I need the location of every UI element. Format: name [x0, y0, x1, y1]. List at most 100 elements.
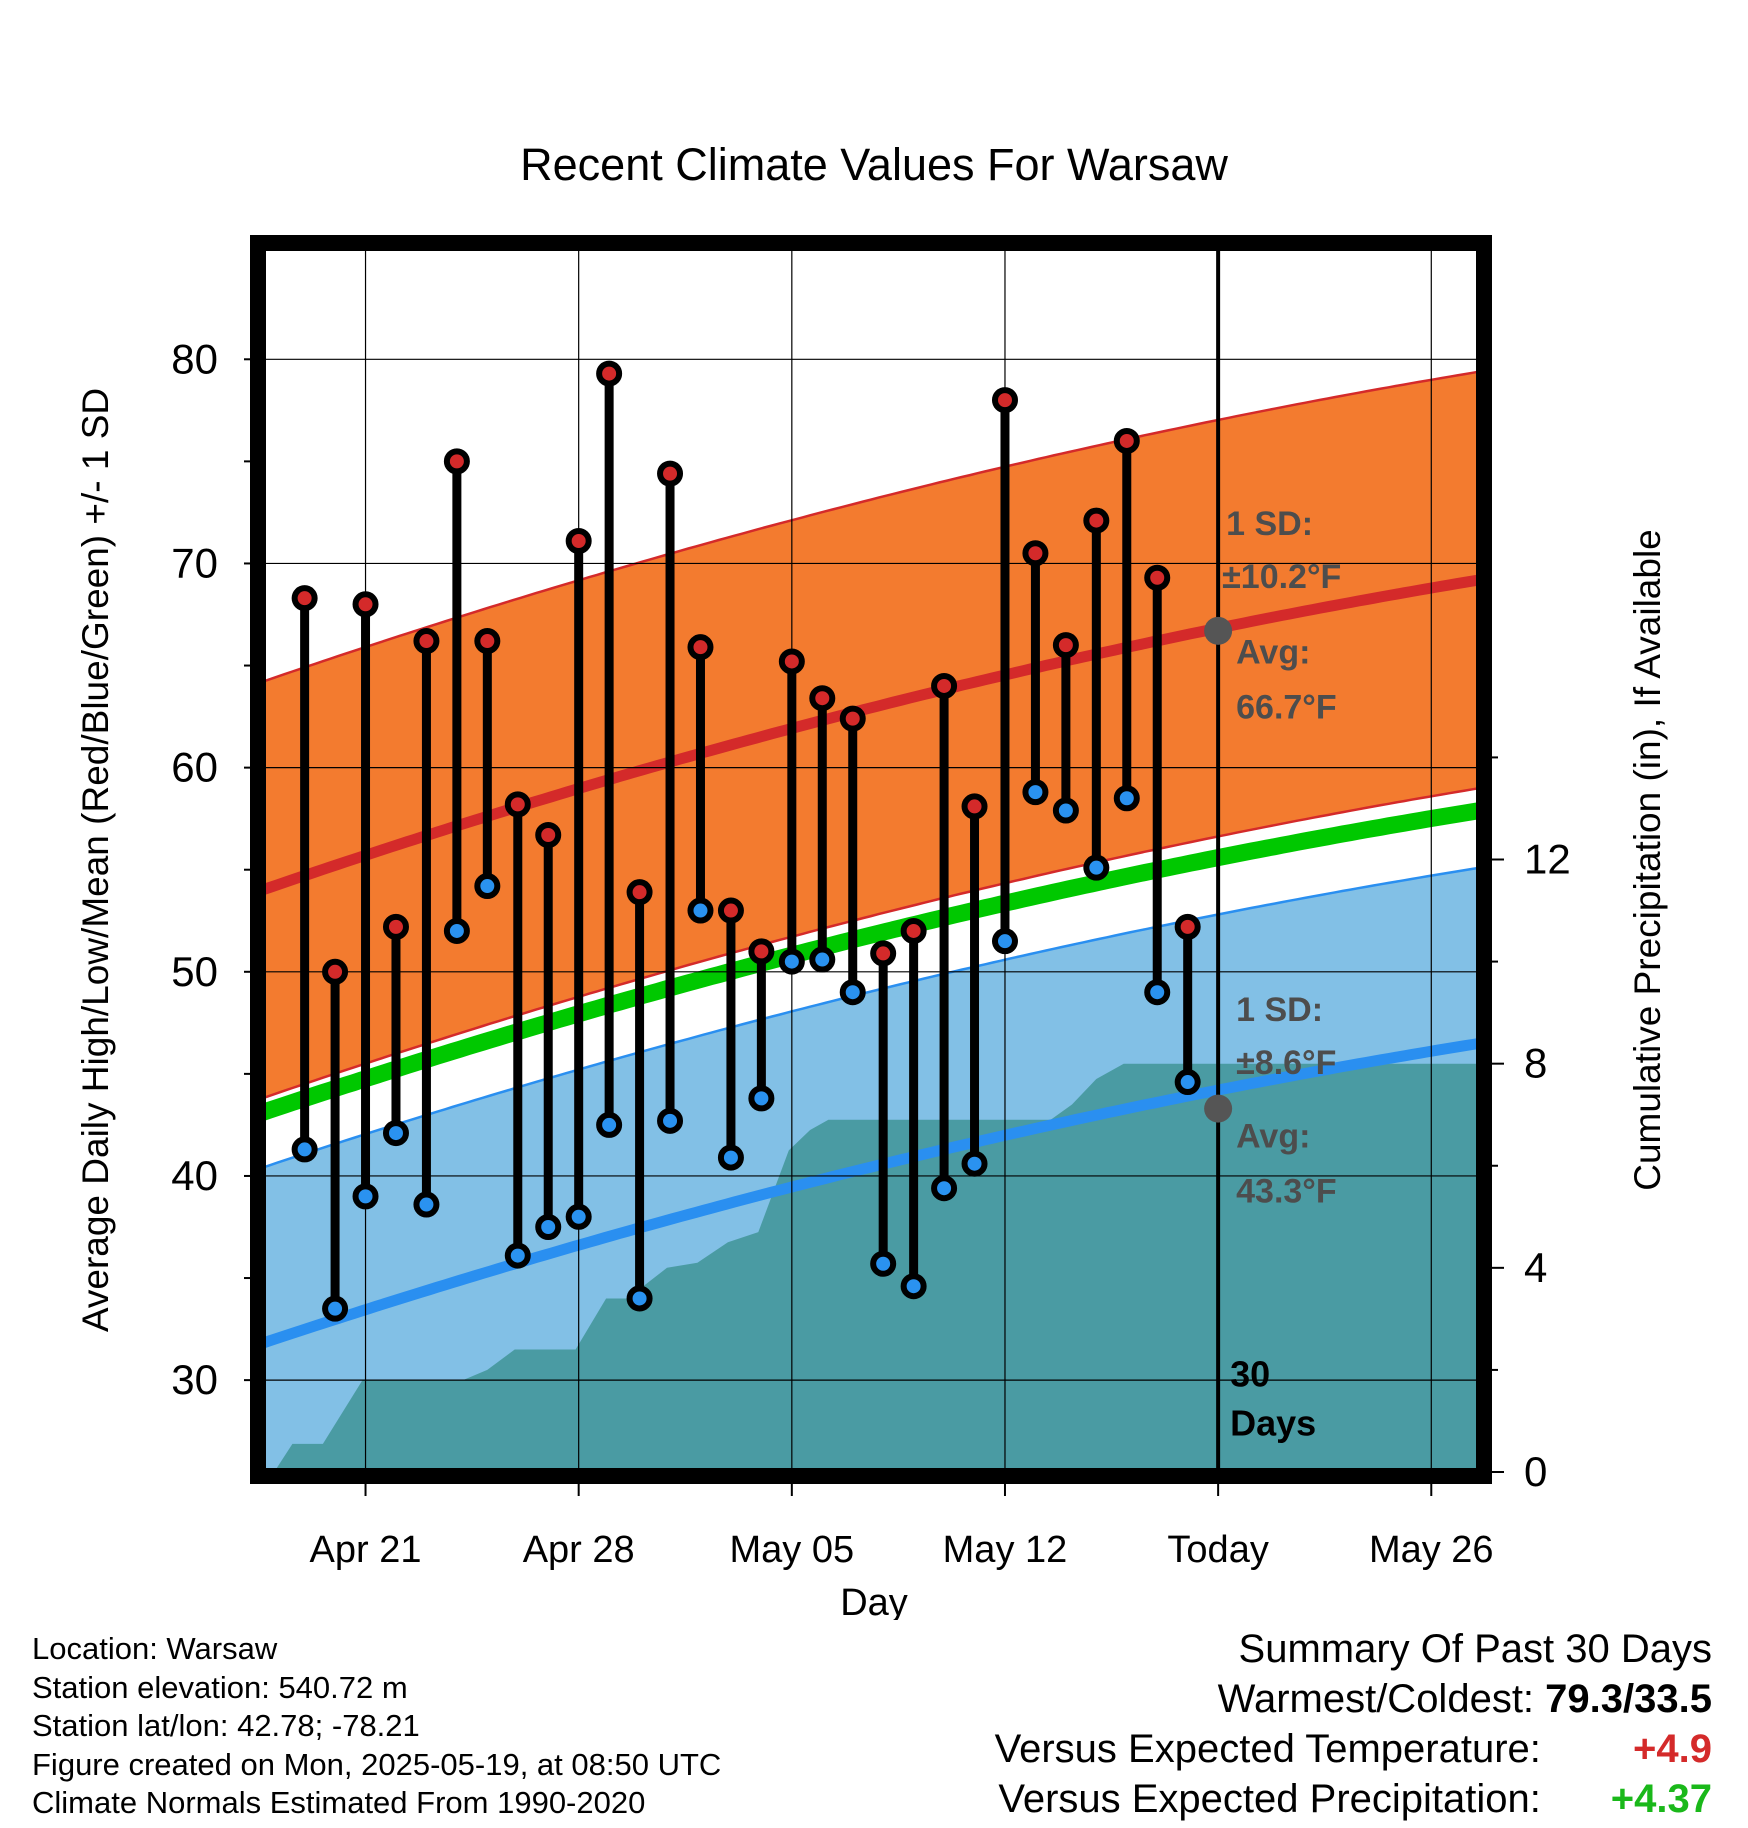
low-sd-value: ±8.6°F [1236, 1044, 1336, 1082]
daily-low-dot [626, 1285, 653, 1312]
station-info: Location: Warsaw Station elevation: 540.… [32, 1630, 721, 1823]
x-axis-label: Day [840, 1582, 908, 1620]
daily-high-dot [839, 705, 866, 732]
low-avg-value: 43.3°F [1236, 1173, 1337, 1211]
normal-low-line [262, 1037, 1480, 1349]
temp-label: Versus Expected Temperature: [994, 1727, 1541, 1771]
y-tick-label: 50 [171, 948, 218, 995]
daily-low-dot [1144, 979, 1171, 1006]
climate-chart: Recent Climate Values For Warsaw 1 SD: ±1… [75, 139, 1668, 1620]
daily-low-dot [870, 1250, 897, 1277]
x-tick-label: May 26 [1369, 1529, 1494, 1571]
daily-high-dot [1022, 540, 1049, 567]
daily-high-dot [535, 822, 562, 848]
daily-high-dot [382, 913, 409, 940]
daily-low-dot [1174, 1069, 1201, 1096]
y-tick-label: 60 [171, 744, 218, 791]
daily-low-dot [535, 1214, 562, 1240]
daily-high-dot [504, 791, 531, 818]
temp-value: +4.9 [1633, 1727, 1712, 1771]
daily-low-dot [504, 1242, 531, 1269]
y2-axis-label: Cumulative Precipitation (in), If Availa… [1627, 529, 1668, 1191]
daily-low-dot [413, 1191, 440, 1218]
daily-low-dot [291, 1136, 318, 1163]
daily-high-dot [443, 448, 470, 475]
high-sd-value: ±10.2°F [1222, 558, 1341, 596]
daily-low-dot [474, 873, 501, 900]
daily-high-dot [413, 628, 440, 655]
daily-high-dot [900, 917, 927, 944]
latlon-text: Station lat/lon: 42.78; -78.21 [32, 1708, 420, 1743]
daily-high-dot [778, 648, 805, 675]
location-text: Location: Warsaw [32, 1631, 278, 1666]
daily-low-dot [1052, 797, 1079, 824]
daily-high-dot [961, 793, 988, 820]
days-word-label: Days [1230, 1402, 1316, 1443]
x-tick-label: Apr 21 [310, 1529, 422, 1571]
y-axis-label: Average Daily High/Low/Mean (Red/Blue/Gr… [75, 388, 116, 1332]
daily-low-dot [352, 1183, 379, 1210]
x-tick-label: May 05 [730, 1529, 855, 1571]
y-tick-label: 80 [171, 335, 218, 382]
daily-low-dot [809, 946, 836, 973]
y2-tick-label: 12 [1524, 836, 1571, 883]
daily-high-dot [657, 460, 684, 487]
daily-low-dot [1083, 854, 1110, 881]
y2-tick-label: 8 [1524, 1040, 1547, 1087]
daily-high-dot [748, 938, 775, 965]
high-sd-band [262, 371, 1480, 1099]
daily-low-dot [900, 1273, 927, 1300]
daily-high-dot [1144, 564, 1171, 591]
high-avg-value: 66.7°F [1236, 689, 1337, 727]
x-tick-label: Today [1167, 1529, 1268, 1571]
daily-high-dot [1052, 632, 1079, 659]
low-sd-label: 1 SD: [1236, 991, 1323, 1029]
daily-high-dot [809, 685, 836, 712]
daily-high-dot [291, 585, 318, 612]
daily-low-dot [961, 1150, 988, 1177]
today-normal-high-marker [1204, 616, 1233, 645]
precip-row: Versus Expected Precipitation: +4.37 [995, 1774, 1712, 1824]
daily-high-dot [626, 879, 653, 906]
created-text: Figure created on Mon, 2025-05-19, at 08… [32, 1746, 722, 1782]
normals-text: Climate Normals Estimated From 1990-2020 [32, 1785, 646, 1820]
y-tick-label: 30 [171, 1356, 218, 1403]
daily-low-dot [778, 948, 805, 975]
daily-high-dot [596, 360, 623, 387]
daily-low-dot [717, 1144, 744, 1171]
y-tick-label: 40 [171, 1152, 218, 1199]
x-tick-label: Apr 28 [523, 1529, 635, 1571]
daily-high-dot [322, 958, 349, 985]
precip-label: Versus Expected Precipitation: [998, 1777, 1541, 1821]
daily-low-dot [443, 917, 470, 944]
normal-high-line [262, 574, 1480, 896]
low-avg-label: Avg: [1236, 1117, 1310, 1155]
x-tick-label: May 12 [943, 1529, 1068, 1571]
summary-panel: Summary Of Past 30 Days Warmest/Coldest:… [995, 1624, 1712, 1824]
daily-low-dot [657, 1107, 684, 1134]
daily-low-dot [748, 1085, 775, 1112]
daily-high-dot [1083, 507, 1110, 534]
daily-high-dot [931, 672, 958, 699]
daily-low-dot [596, 1111, 623, 1138]
daily-low-dot [565, 1203, 592, 1230]
y-tick-label: 70 [171, 539, 218, 586]
low-band-upper-edge [262, 866, 1480, 1169]
summary-title: Summary Of Past 30 Days [1238, 1627, 1712, 1671]
daily-high-dot [352, 591, 379, 618]
plot-area: 1 SD: ±10.2°F Avg: 66.7°F 1 SD: ±8.6°F Avg: 43.… [171, 235, 1571, 1571]
y2-tick-label: 0 [1524, 1448, 1547, 1495]
daily-low-dot [322, 1295, 349, 1322]
warmest-label: Warmest/Coldest: [1217, 1677, 1535, 1721]
high-avg-label: Avg: [1236, 634, 1310, 672]
high-band-upper-edge [262, 370, 1480, 684]
daily-high-dot [1174, 913, 1201, 940]
warmest-value: 79.3/33.5 [1545, 1677, 1712, 1721]
high-band-lower-edge [262, 786, 1480, 1100]
daily-low-dot [839, 979, 866, 1006]
daily-low-dot [1022, 779, 1049, 806]
daily-low-dot [991, 928, 1018, 955]
today-normal-low-marker [1204, 1094, 1233, 1123]
normal-mean-line [262, 802, 1480, 1121]
precip-value: +4.37 [1610, 1777, 1712, 1821]
